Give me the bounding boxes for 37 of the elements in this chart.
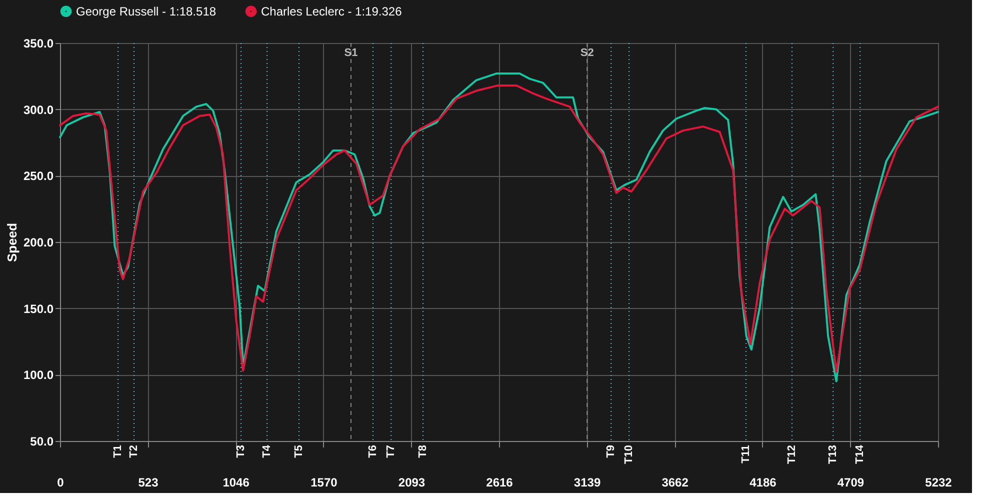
y-tick-label: 300.0	[23, 102, 54, 117]
ref-line-label: T12	[786, 445, 798, 464]
ref-line-label: T3	[235, 445, 248, 458]
legend-label: George Russell - 1:18.518	[76, 4, 216, 18]
ref-line-label: T8	[416, 445, 429, 458]
legend-label: Charles Leclerc - 1:19.326	[261, 4, 402, 18]
y-tick-label: 150.0	[23, 302, 54, 316]
ref-line-label: S2	[580, 47, 594, 59]
ref-line-label: T4	[261, 444, 274, 458]
ref-line-label: T14	[854, 444, 866, 464]
y-tick-label: 200.0	[23, 236, 54, 250]
ref-line-label: T1	[112, 445, 124, 458]
x-tick-label: 1046	[222, 476, 250, 490]
y-axis-title: Speed	[4, 222, 20, 262]
y-tick-label: 350.0	[23, 36, 54, 50]
y-tick-label: 250.0	[23, 169, 54, 184]
y-tick-label: 50.0	[30, 434, 54, 448]
ref-line-label: T10	[623, 445, 636, 464]
x-tick-label: 523	[138, 476, 159, 490]
x-tick-label: 3662	[662, 476, 689, 490]
x-tick-label: 4709	[837, 476, 864, 490]
x-tick-label: 0	[57, 476, 64, 490]
ref-line-label: T13	[827, 445, 840, 464]
ref-line-label: T9	[605, 445, 618, 458]
x-tick-label: 2093	[398, 476, 426, 490]
x-tick-label: 4186	[750, 476, 777, 490]
ref-line-label: T5	[292, 445, 305, 458]
ref-line-label: T6	[366, 445, 379, 458]
x-tick-label: 2616	[486, 476, 514, 490]
y-tick-label: 100.0	[23, 368, 54, 382]
x-tick-label: 5232	[925, 476, 952, 490]
ref-line-label: T2	[128, 445, 140, 458]
ref-line-label: T11	[740, 445, 752, 464]
x-tick-label: 1570	[310, 476, 338, 490]
ref-line-label: T7	[385, 445, 398, 458]
x-tick-label: 3139	[574, 476, 601, 490]
ref-line-label: S1	[344, 47, 358, 59]
